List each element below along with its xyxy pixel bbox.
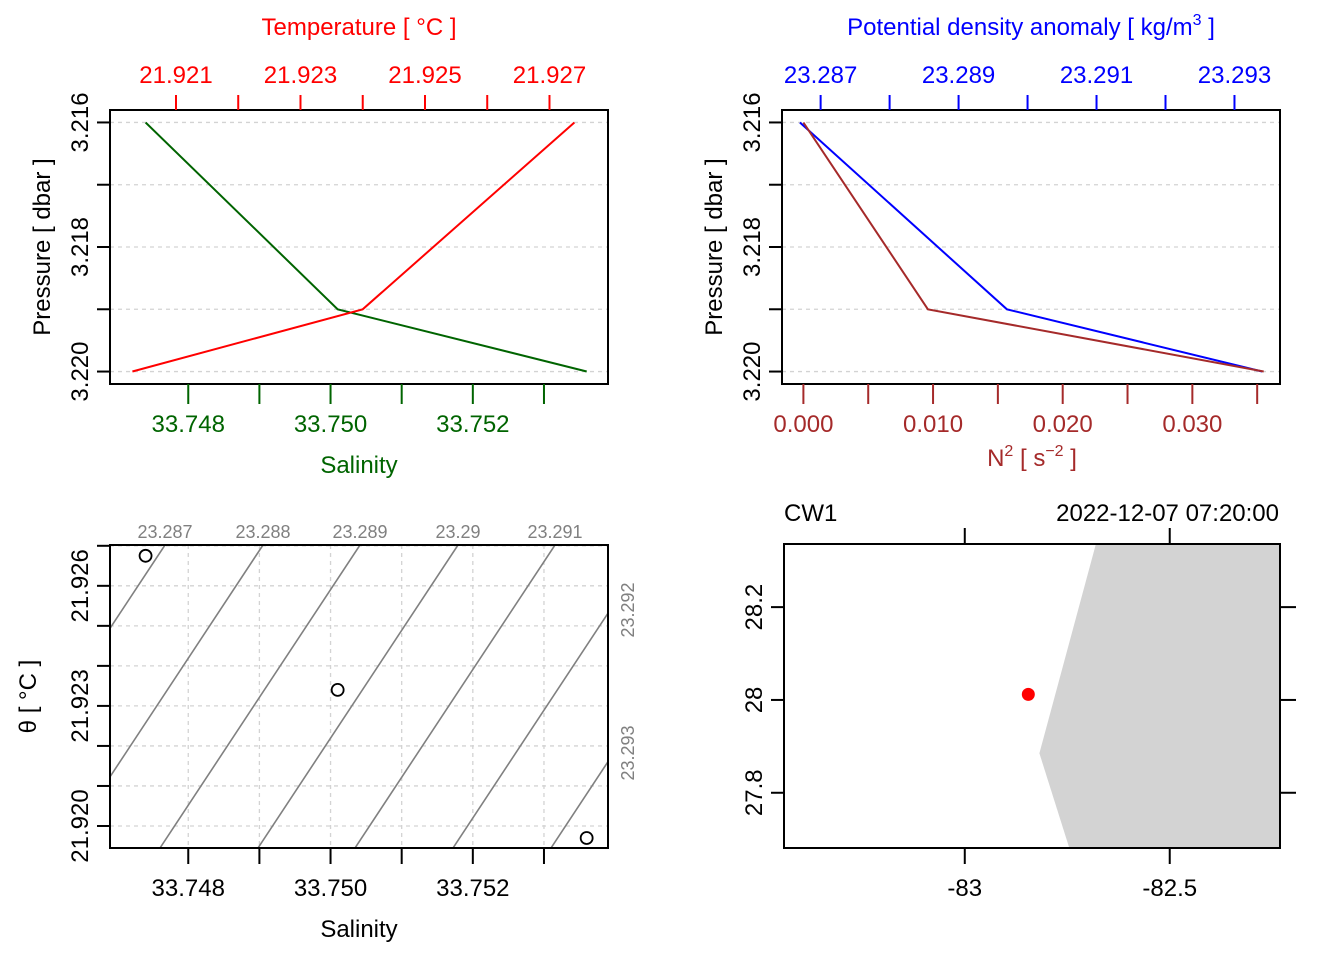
land-polygon: [1039, 544, 1280, 848]
x-bottom-axis-label: N2 [ s−2 ]: [987, 443, 1077, 472]
plot-frame: [109, 544, 609, 849]
y-tick-label: 3.216: [67, 92, 94, 152]
data-point: [138, 548, 153, 563]
x-tick-label: -83: [947, 875, 982, 902]
panel-profile-ts: 3.216 3.218 3.220 Pressure [ dbar ] 33.748 33…: [29, 14, 609, 479]
x-top-tick-label: 23.293: [1198, 62, 1271, 89]
station-time: 2022-12-07 07:20:00: [1056, 500, 1279, 527]
isopycnal-label: 23.288: [235, 522, 290, 542]
x-bottom-tick-label: 33.750: [294, 411, 367, 438]
x-top-tick-label: 21.927: [513, 62, 586, 89]
isopycnal-label: 23.289: [332, 522, 387, 542]
x-bottom-axis-label: Salinity: [320, 452, 397, 479]
panel-profile-density: 3.216 3.218 3.220 Pressure [ dbar ] 0.000 0.0…: [701, 12, 1281, 472]
label-unit: [ s: [1013, 445, 1045, 472]
panel-ts-diagram: 23.287 23.288 23.289 23.29 23.291 23.292 23.29…: [15, 522, 638, 943]
y-tick-label: 3.220: [739, 342, 766, 402]
x-axis-label: Salinity: [320, 916, 397, 943]
y-tick-label: 21.926: [67, 549, 94, 622]
isopycnal-line: [452, 611, 608, 848]
x-bottom-tick-label: 33.752: [436, 411, 509, 438]
label-main: Potential density anomaly [ kg/m: [847, 14, 1193, 41]
x-top-axis-label: Temperature [ °C ]: [262, 14, 457, 41]
y-tick-label: 27.8: [741, 769, 768, 816]
series-line-salinity: [144, 121, 587, 373]
plot-frame: [783, 543, 1281, 849]
x-bottom-tick-label: 0.030: [1162, 411, 1222, 438]
isopycnal-label: 23.293: [618, 725, 638, 780]
isopycnal-label: 23.292: [618, 582, 638, 637]
data-point: [330, 682, 345, 697]
isopycnal-line: [257, 545, 459, 848]
x-top-tick-label: 23.287: [784, 62, 857, 89]
y-axis-label: Pressure [ dbar ]: [29, 158, 56, 335]
series-line-temperature: [132, 121, 576, 373]
series-line-potential-density-anomaly: [799, 121, 1263, 373]
x-bottom-tick-label: 0.000: [773, 411, 833, 438]
label-superscript: 3: [1193, 12, 1202, 29]
y-tick-label: 3.220: [67, 342, 94, 402]
x-top-tick-label: 21.925: [388, 62, 461, 89]
isopycnal-line: [159, 545, 361, 848]
x-bottom-tick-label: 0.010: [903, 411, 963, 438]
isopycnal-line: [354, 545, 556, 848]
y-tick-label: 21.920: [67, 789, 94, 862]
panel-station-map: -83 -82.5 27.8 28 28.2 CW1 2022-12-07 07:20:00: [741, 500, 1296, 902]
x-top-tick-label: 21.921: [139, 62, 212, 89]
y-axis-label: Pressure [ dbar ]: [701, 158, 728, 335]
x-top-axis-label: Potential density anomaly [ kg/m3 ]: [847, 12, 1215, 41]
label-unit-close: ]: [1064, 445, 1077, 472]
y-tick-label: 28: [741, 687, 768, 714]
isopycnal-line: [110, 545, 264, 779]
label-superscript: 2: [1004, 443, 1013, 460]
x-bottom-tick-label: 33.748: [152, 411, 225, 438]
isopycnal-label: 23.29: [435, 522, 480, 542]
x-top-tick-label: 23.291: [1060, 62, 1133, 89]
station-name: CW1: [784, 500, 837, 527]
series-line-n2: [802, 121, 1264, 373]
isopycnal-label: 23.291: [527, 522, 582, 542]
isopycnal-lines: [110, 545, 608, 848]
x-tick-label: 33.752: [436, 875, 509, 902]
y-tick-label: 3.218: [67, 217, 94, 277]
label-main: N: [987, 445, 1004, 472]
x-tick-label: 33.748: [152, 875, 225, 902]
label-close: ]: [1202, 14, 1215, 41]
isopycnal-label: 23.287: [137, 522, 192, 542]
y-axis-label: θ [ °C ]: [15, 660, 42, 734]
y-tick-label: 3.216: [739, 92, 766, 152]
x-tick-label: 33.750: [294, 875, 367, 902]
station-marker: [1021, 687, 1035, 701]
y-tick-label: 21.923: [67, 669, 94, 742]
y-tick-label: 28.2: [741, 584, 768, 631]
x-top-tick-label: 21.923: [264, 62, 337, 89]
y-tick-label: 3.218: [739, 217, 766, 277]
x-tick-label: -82.5: [1142, 875, 1197, 902]
label-unit-superscript: −2: [1045, 443, 1063, 460]
data-point: [579, 831, 594, 845]
x-bottom-tick-label: 0.020: [1033, 411, 1093, 438]
x-top-tick-label: 23.289: [922, 62, 995, 89]
